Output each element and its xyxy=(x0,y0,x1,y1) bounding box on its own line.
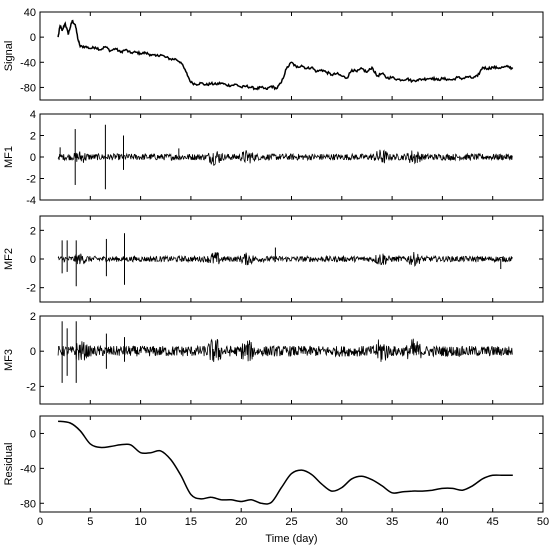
y-tick-label: 0 xyxy=(30,152,36,164)
panel-residual: -80 -40 0 0 5 10 15 20 25 30 35 40 45 50 Residual Time … xyxy=(3,415,549,545)
y-tick-label: -40 xyxy=(20,463,36,475)
y-axis-label: MF2 xyxy=(3,248,15,270)
y-tick-label: 2 xyxy=(30,311,36,323)
x-axis-label: Time (day) xyxy=(265,533,317,545)
plot-frame xyxy=(39,315,544,405)
y-tick-label: -40 xyxy=(20,57,36,69)
y-tick-label: -80 xyxy=(20,82,36,94)
x-tick-label: 40 xyxy=(436,516,448,528)
y-tick-label: 2 xyxy=(30,225,36,237)
x-tick-label: 20 xyxy=(235,516,247,528)
plot-frame xyxy=(39,415,544,513)
y-axis-label: MF1 xyxy=(3,146,15,168)
y-tick-label: -2 xyxy=(26,174,36,186)
series-line xyxy=(57,149,513,166)
y-tick-label: 0 xyxy=(30,32,36,44)
y-tick-label: 2 xyxy=(30,131,36,143)
x-tick-label: 50 xyxy=(537,516,549,528)
x-tick-label: 45 xyxy=(487,516,499,528)
y-tick-label: -2 xyxy=(26,381,36,393)
y-tick-label: -2 xyxy=(26,283,36,295)
y-axis-label: Signal xyxy=(3,41,15,72)
x-tick-label: 30 xyxy=(336,516,348,528)
x-tick-label: 5 xyxy=(87,516,93,528)
panel-mf3: -2 0 2 MF3 xyxy=(3,311,544,405)
series-line xyxy=(57,420,513,505)
series-line xyxy=(57,19,514,91)
y-tick-label: 0 xyxy=(30,254,36,266)
panel-mf1: -4 -2 0 2 4 MF1 xyxy=(3,109,544,207)
panel-mf2: -2 0 2 MF2 xyxy=(3,215,544,303)
x-tick-label: 0 xyxy=(37,516,43,528)
y-tick-label: -4 xyxy=(26,195,36,207)
panel-signal: -80 -40 0 40 Signal xyxy=(3,7,544,101)
y-tick-label: -80 xyxy=(20,498,36,510)
x-tick-label: 35 xyxy=(386,516,398,528)
y-tick-label: 40 xyxy=(24,7,36,19)
x-tick-label: 10 xyxy=(134,516,146,528)
plot-frame xyxy=(39,11,544,101)
series-line xyxy=(57,338,513,363)
y-tick-label: 4 xyxy=(30,109,36,121)
y-tick-label: 0 xyxy=(30,346,36,358)
y-axis-label: Residual xyxy=(3,443,15,486)
series-line xyxy=(57,251,513,267)
y-tick-label: 0 xyxy=(30,428,36,440)
x-tick-label: 15 xyxy=(185,516,197,528)
y-axis-label: MF3 xyxy=(3,349,15,371)
x-tick-label: 25 xyxy=(285,516,297,528)
